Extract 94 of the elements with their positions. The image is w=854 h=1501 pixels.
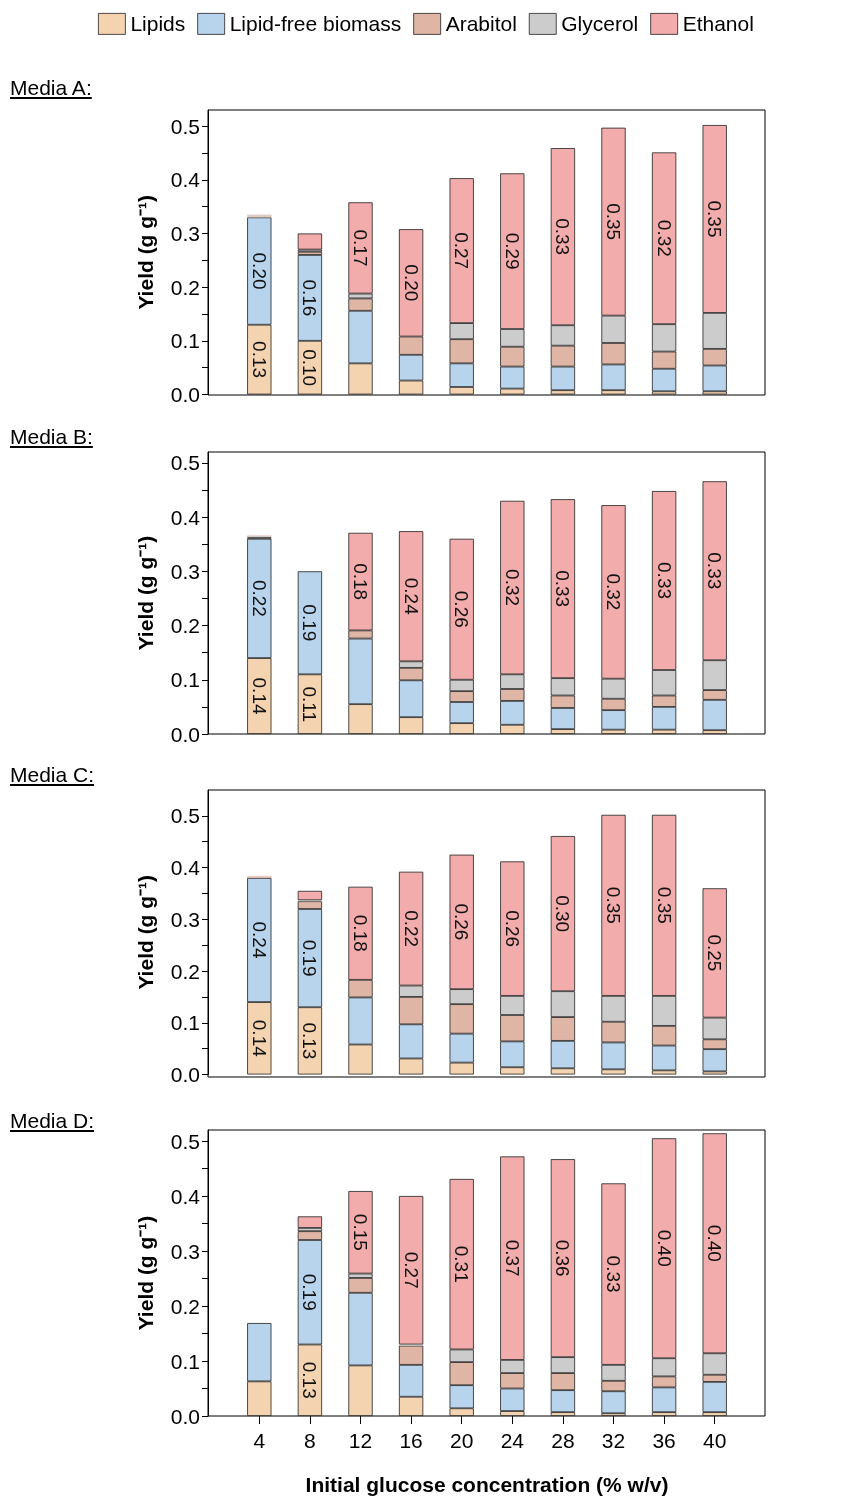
- y-tick-label: 0.4: [170, 505, 201, 529]
- data-label: 0.13: [248, 341, 270, 379]
- data-label: 0.17: [350, 229, 371, 267]
- y-tick-label: 0.0: [170, 1404, 200, 1428]
- data-label: 0.11: [299, 686, 321, 722]
- legend-label: Ethanol: [682, 12, 754, 36]
- y-tick-label: 0.4: [170, 1184, 201, 1208]
- y-tick-label: 0.3: [170, 907, 200, 931]
- data-label: 0.22: [248, 579, 270, 617]
- data-label: 0.26: [451, 590, 473, 628]
- data-label: 0.30: [552, 895, 574, 933]
- legend-label: Glycerol: [561, 12, 639, 36]
- data-label: 0.32: [501, 569, 523, 607]
- chart-title: Media D:: [10, 1109, 95, 1133]
- data-label: 0.33: [603, 1255, 624, 1293]
- data-label: 0.19: [299, 939, 321, 977]
- y-tick-label: 0.2: [170, 959, 200, 983]
- data-label: 0.13: [299, 1361, 321, 1399]
- y-axis-title: Yield (g g⁻¹): [134, 535, 157, 651]
- data-label: 0.24: [248, 921, 270, 959]
- x-tick-label: 36: [652, 1429, 676, 1452]
- y-tick-label: 0.5: [170, 1129, 200, 1153]
- data-label: 0.32: [653, 219, 675, 257]
- data-label: 0.40: [653, 1229, 675, 1267]
- x-tick-label: 32: [601, 1429, 626, 1452]
- data-label: 0.35: [653, 886, 675, 924]
- x-tick-label: 4: [253, 1429, 266, 1452]
- chart-title: Media A:: [10, 76, 92, 100]
- data-label: 0.20: [400, 264, 422, 302]
- data-label: 0.10: [299, 349, 321, 387]
- data-label: 0.36: [552, 1239, 574, 1277]
- data-label: 0.14: [248, 1019, 270, 1058]
- y-tick-label: 0.1: [170, 1011, 200, 1035]
- data-label: 0.33: [704, 552, 726, 590]
- x-tick-label: 28: [551, 1429, 575, 1452]
- y-tick-label: 0.5: [170, 804, 200, 828]
- x-tick-label: 16: [399, 1429, 423, 1452]
- data-label: 0.32: [603, 573, 624, 611]
- legend-label: Lipids: [130, 12, 186, 36]
- data-label: 0.35: [603, 203, 624, 241]
- data-label: 0.35: [603, 886, 624, 924]
- y-axis-title: Yield (g g⁻¹): [134, 194, 157, 310]
- data-label: 0.19: [299, 1273, 321, 1311]
- data-label: 0.37: [501, 1239, 523, 1277]
- y-tick-label: 0.0: [170, 383, 200, 406]
- legend-label: Lipid-free biomass: [229, 12, 402, 36]
- y-tick-label: 0.2: [170, 1294, 200, 1318]
- y-tick-label: 0.4: [170, 856, 201, 880]
- data-label: 0.20: [248, 252, 270, 290]
- data-label: 0.16: [299, 279, 321, 317]
- y-axis-title: Yield (g g⁻¹): [134, 874, 157, 990]
- y-tick-label: 0.2: [170, 275, 200, 299]
- x-tick-label: 20: [450, 1429, 474, 1452]
- data-label: 0.33: [653, 562, 675, 600]
- x-tick-label: 24: [500, 1429, 525, 1452]
- data-label: 0.26: [501, 910, 523, 948]
- data-label: 0.26: [451, 903, 473, 941]
- y-tick-label: 0.5: [170, 114, 200, 138]
- y-tick-label: 0.4: [170, 168, 201, 192]
- data-label: 0.15: [350, 1213, 371, 1251]
- data-label: 0.14: [248, 677, 270, 715]
- x-axis-title: Initial glucose concentration (% w/v): [305, 1473, 669, 1496]
- data-label: 0.27: [451, 232, 473, 270]
- y-tick-label: 0.3: [170, 559, 200, 583]
- data-label: 0.33: [552, 570, 574, 608]
- data-label: 0.19: [299, 604, 321, 642]
- x-tick-label: 8: [304, 1429, 316, 1452]
- data-label: 0.40: [704, 1224, 726, 1262]
- data-label: 0.13: [299, 1022, 321, 1060]
- data-label: 0.22: [400, 910, 422, 948]
- y-tick-label: 0.3: [170, 221, 200, 245]
- x-tick-label: 12: [348, 1429, 373, 1452]
- data-label: 0.33: [552, 218, 574, 256]
- y-tick-label: 0.1: [170, 329, 200, 353]
- y-tick-label: 0.0: [170, 722, 200, 746]
- data-label: 0.31: [451, 1245, 473, 1283]
- chart-title: Media B:: [10, 425, 93, 449]
- y-tick-label: 0.3: [170, 1239, 200, 1263]
- legend-label: Arabitol: [445, 12, 517, 36]
- data-label: 0.25: [704, 934, 726, 972]
- y-tick-label: 0.1: [170, 1349, 200, 1373]
- x-tick-label: 40: [703, 1429, 727, 1452]
- y-tick-label: 0.5: [170, 451, 200, 475]
- data-label: 0.29: [501, 232, 523, 270]
- chart-title: Media C:: [10, 763, 95, 787]
- y-tick-label: 0.0: [170, 1063, 200, 1086]
- y-tick-label: 0.2: [170, 614, 200, 638]
- data-label: 0.24: [400, 577, 422, 616]
- y-axis-title: Yield (g g⁻¹): [134, 1215, 157, 1331]
- data-label: 0.35: [704, 200, 726, 238]
- data-label: 0.27: [400, 1251, 422, 1289]
- data-label: 0.18: [350, 914, 371, 952]
- data-label: 0.18: [350, 563, 371, 601]
- y-tick-label: 0.1: [170, 668, 200, 692]
